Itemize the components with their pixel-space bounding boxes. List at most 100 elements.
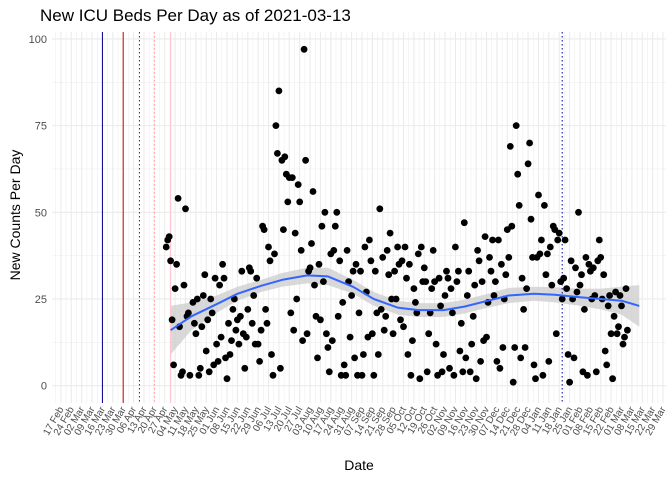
data-point <box>358 371 366 379</box>
data-point <box>591 292 599 299</box>
y-tick-label: 25 <box>35 294 47 306</box>
data-point <box>352 260 360 268</box>
data-point <box>542 271 550 279</box>
data-point <box>336 257 344 265</box>
data-point <box>191 319 198 327</box>
data-point <box>576 281 584 289</box>
data-point <box>223 375 231 383</box>
data-point <box>538 236 545 244</box>
y-tick-label: 50 <box>35 207 47 219</box>
data-point <box>199 292 207 299</box>
data-point <box>361 243 369 251</box>
data-point <box>274 150 281 157</box>
data-point <box>474 247 481 254</box>
data-point <box>567 257 575 265</box>
data-point <box>253 274 261 282</box>
data-point <box>320 278 327 285</box>
data-point <box>370 371 378 379</box>
data-point <box>539 371 547 379</box>
data-point <box>621 333 628 341</box>
data-point <box>521 344 529 351</box>
data-point <box>311 281 318 289</box>
data-point <box>314 354 321 362</box>
data-point <box>284 198 292 206</box>
grid <box>52 32 666 403</box>
data-point <box>558 295 566 303</box>
data-point <box>463 292 471 299</box>
data-point <box>280 226 287 234</box>
data-point <box>548 281 556 289</box>
data-point <box>400 323 407 331</box>
data-point <box>266 257 274 265</box>
data-point <box>517 354 525 362</box>
data-point <box>420 264 428 272</box>
data-point <box>584 371 591 379</box>
data-point <box>334 312 342 320</box>
data-point <box>382 312 390 320</box>
data-point <box>618 302 625 310</box>
data-point <box>300 45 308 53</box>
data-point <box>597 254 605 261</box>
data-point <box>349 267 357 275</box>
data-point <box>219 260 227 268</box>
data-point <box>443 267 450 275</box>
data-point <box>425 330 433 338</box>
data-point <box>195 371 203 379</box>
data-point <box>397 316 404 324</box>
data-point <box>257 326 265 334</box>
data-point <box>417 243 425 251</box>
data-point <box>171 285 179 292</box>
reference-lines <box>101 32 563 403</box>
data-point <box>299 337 306 344</box>
data-point <box>444 274 452 282</box>
data-point <box>609 375 616 383</box>
data-point <box>238 267 246 275</box>
data-point <box>391 267 398 275</box>
data-point <box>610 312 618 320</box>
data-point <box>237 312 244 320</box>
y-tick-label: 0 <box>41 381 47 393</box>
data-point <box>398 257 406 265</box>
data-point <box>428 285 436 292</box>
data-point <box>340 361 348 369</box>
data-point <box>293 295 301 303</box>
data-point <box>456 347 464 355</box>
data-point <box>216 281 224 289</box>
data-point <box>469 312 477 320</box>
data-point <box>174 195 182 202</box>
data-point <box>357 267 364 275</box>
data-point <box>401 243 409 251</box>
data-point <box>330 247 338 254</box>
data-point <box>457 319 465 327</box>
data-point <box>228 337 235 344</box>
data-point <box>490 292 498 299</box>
data-point <box>291 229 299 237</box>
data-point <box>315 260 323 268</box>
y-tick-label: 100 <box>29 34 47 46</box>
data-point <box>446 364 453 372</box>
data-point <box>592 368 600 376</box>
data-point <box>333 208 341 216</box>
data-point <box>589 264 597 272</box>
data-point <box>502 271 510 279</box>
data-point <box>578 271 585 279</box>
data-point <box>170 361 178 369</box>
data-point <box>371 267 379 275</box>
chart-title: New ICU Beds Per Day as of 2021-03-13 <box>40 6 351 25</box>
data-point <box>545 358 553 365</box>
data-point <box>254 340 262 348</box>
data-point <box>217 333 225 341</box>
data-point <box>244 306 252 313</box>
data-point <box>481 233 489 241</box>
data-point <box>309 188 317 195</box>
data-point <box>271 250 278 258</box>
data-point <box>256 358 263 365</box>
data-point <box>168 316 176 324</box>
data-point <box>339 299 347 306</box>
data-point <box>374 351 382 358</box>
y-tick-label: 75 <box>35 121 47 133</box>
data-point <box>196 364 204 372</box>
data-point <box>407 371 415 379</box>
data-point <box>207 295 215 303</box>
